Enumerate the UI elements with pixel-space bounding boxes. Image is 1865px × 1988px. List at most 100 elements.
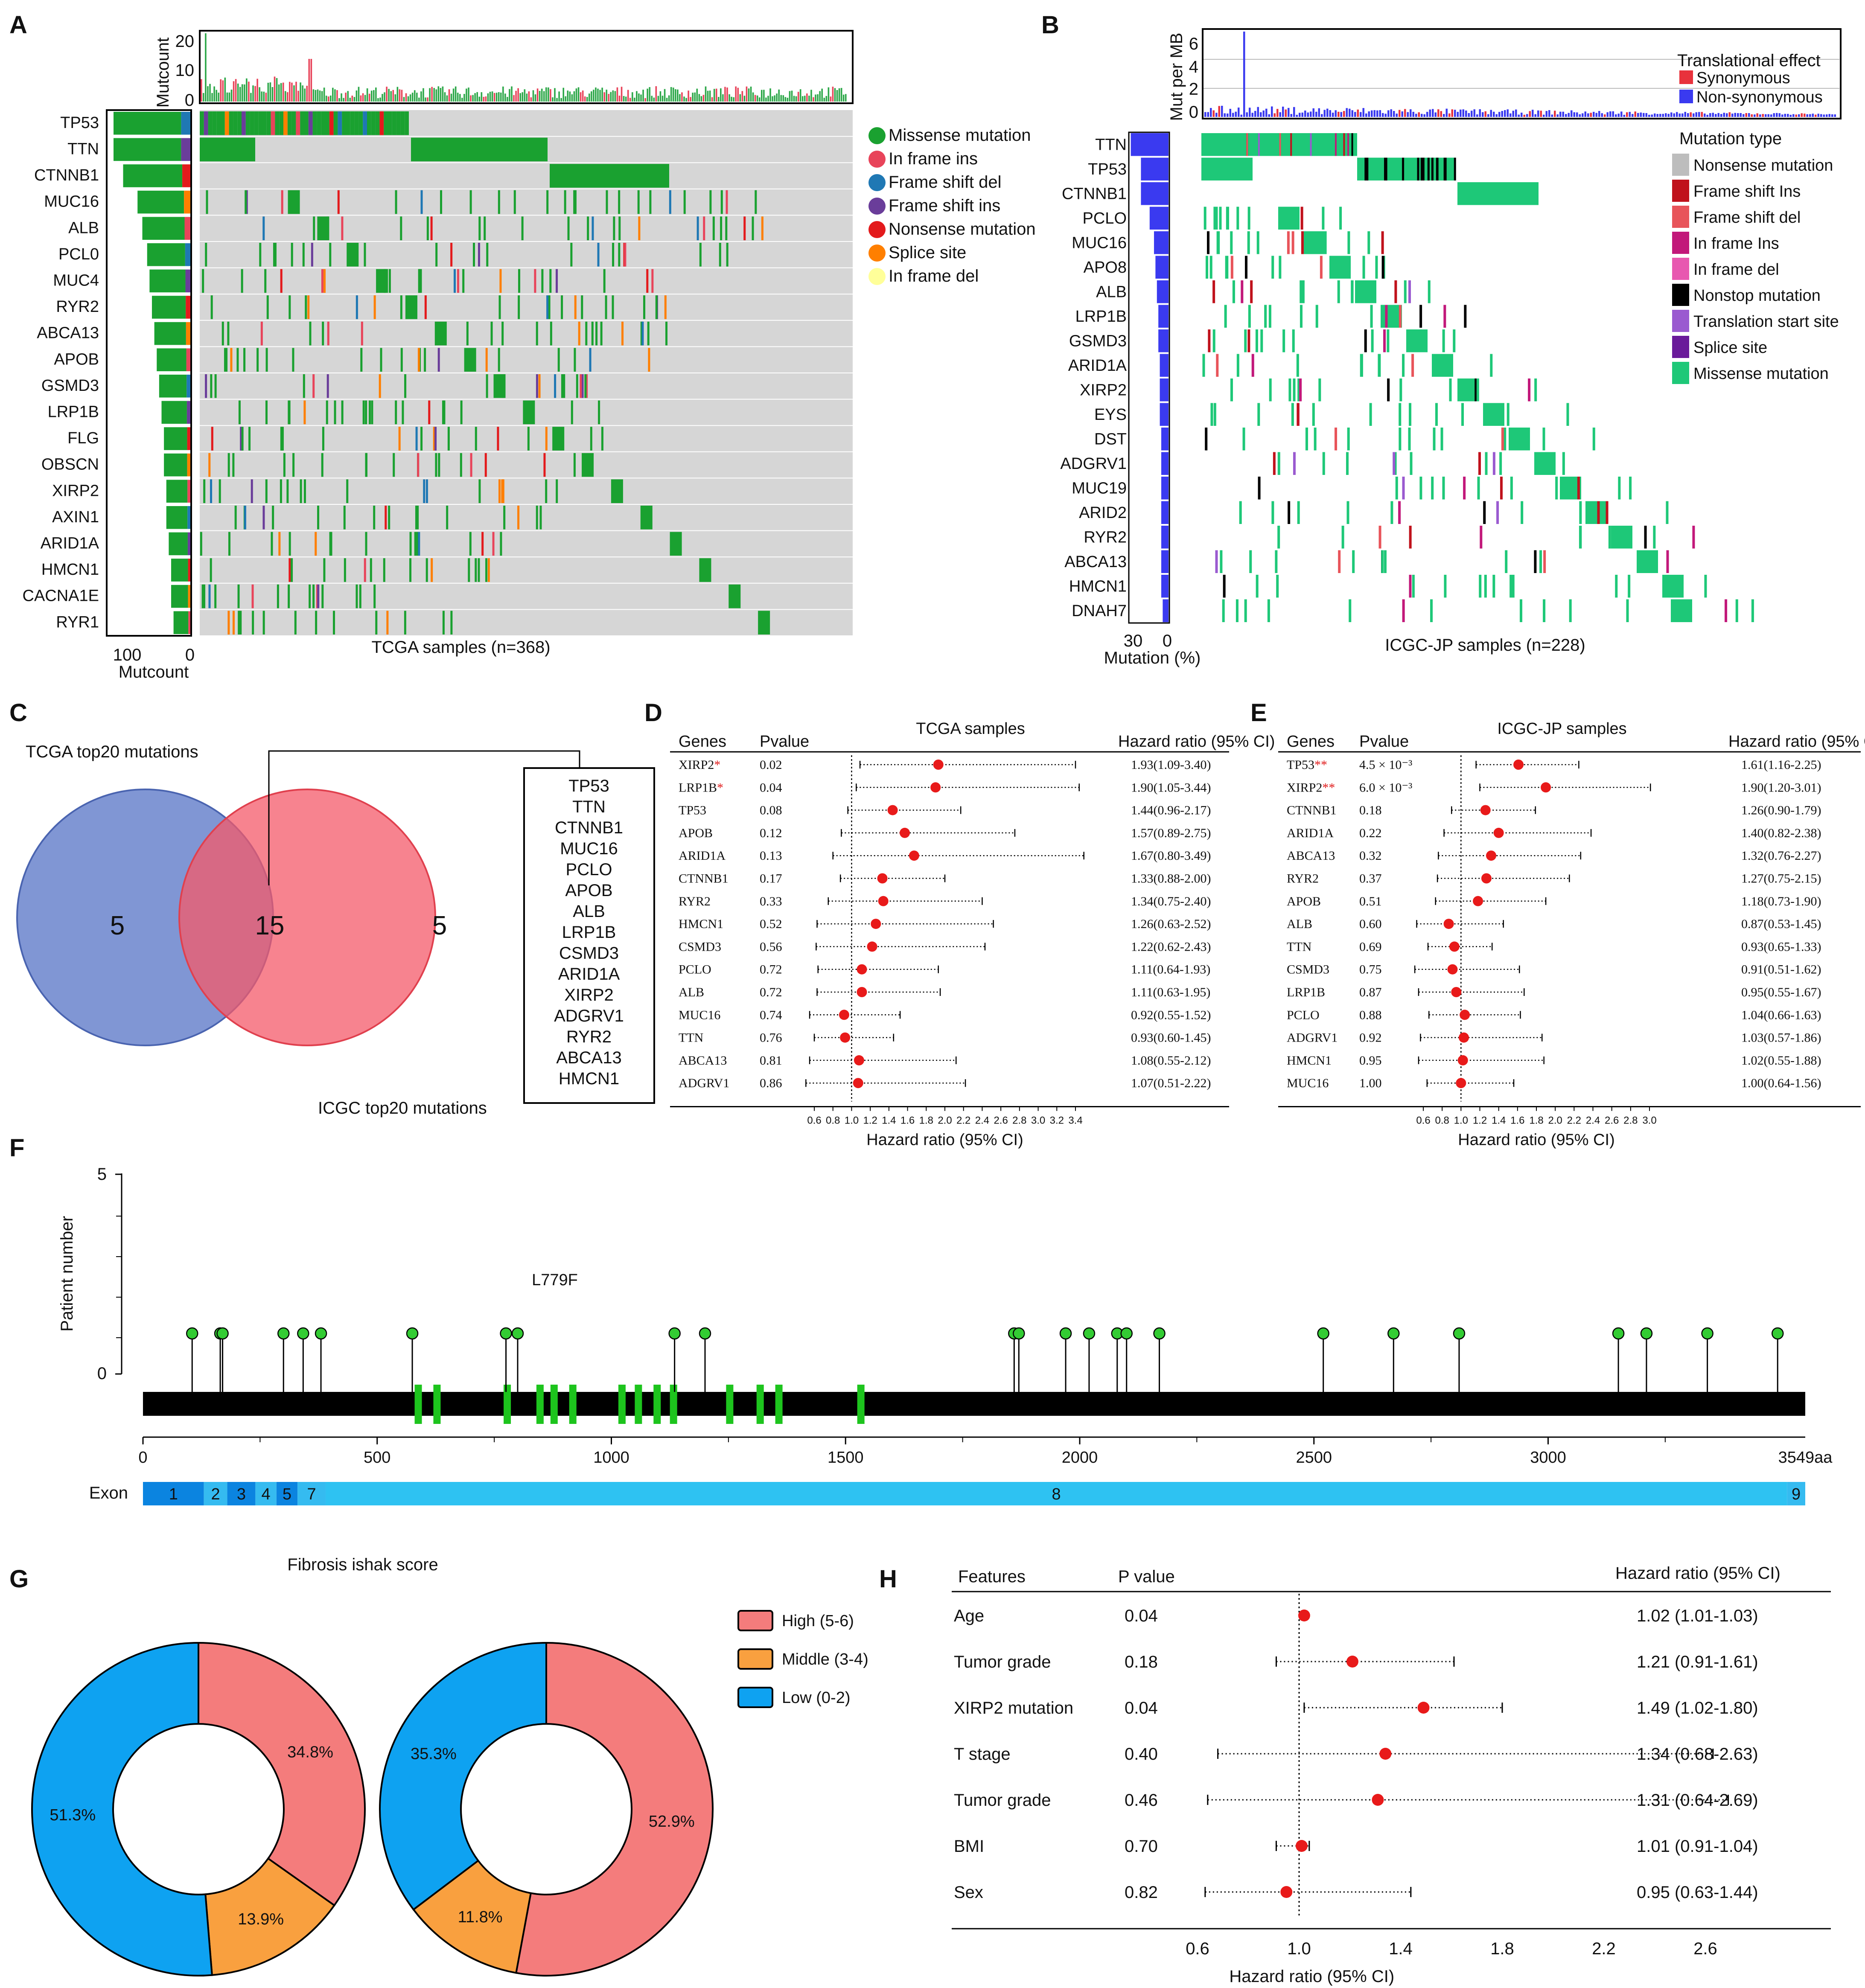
h-feature-label: Sex (954, 1883, 983, 1902)
a-top-bar (265, 93, 267, 102)
forest-gene-label: TTN (679, 1031, 703, 1045)
b-cell (1381, 231, 1384, 254)
a-cell (291, 111, 296, 135)
a-top-bar (789, 91, 791, 102)
b-caption: ICGC-JP samples (n=228) (1385, 636, 1585, 655)
a-top-bar (466, 88, 467, 102)
b-top-bar (1748, 113, 1750, 117)
a-cell (208, 453, 211, 477)
a-cell (469, 532, 472, 556)
a-top-bar (774, 95, 775, 102)
b-top-bar (1709, 113, 1711, 117)
a-top-bar (743, 96, 746, 102)
a-side-bar (185, 243, 190, 266)
a-top-bar (707, 90, 709, 102)
a-cell (221, 321, 224, 346)
a-top-bar (526, 93, 528, 102)
a-cell (275, 111, 280, 135)
b-top-bar (1232, 113, 1234, 117)
forest-tick-label: 1.8 (919, 1115, 933, 1126)
a-top-bar (632, 92, 633, 102)
a-cell (743, 216, 746, 240)
b-top-bar (1476, 114, 1478, 117)
h-feature-label: XIRP2 mutation (954, 1699, 1073, 1717)
a-top-bar (394, 94, 396, 102)
a-top-bar (657, 96, 659, 102)
shared-gene-item: ARID1A (558, 965, 620, 984)
forest-pvalue: 0.33 (760, 894, 782, 908)
b-top-bar (1362, 108, 1364, 117)
b-cell (1454, 157, 1456, 180)
a-cell (291, 243, 293, 267)
b-top-bar (1221, 105, 1223, 117)
b-top-bar (1834, 114, 1836, 117)
forest-gene-label: PCLO (679, 963, 711, 977)
b-cell (1351, 133, 1353, 156)
a-top-bar (452, 88, 455, 102)
a-top-bar (218, 93, 219, 102)
a-top-bar (405, 93, 407, 102)
forest-significance-star: ** (1322, 780, 1335, 795)
b-cell (1362, 256, 1365, 279)
a-top-bar (282, 82, 284, 102)
a-cell (271, 532, 273, 556)
b-top-bar (1778, 113, 1780, 117)
a-top-bar (575, 88, 577, 102)
b-top-bar (1262, 110, 1265, 117)
forest-pvalue: 0.87 (1359, 985, 1382, 999)
a-cell (309, 584, 311, 608)
a-cell (363, 111, 367, 135)
b-cell (1406, 329, 1428, 352)
a-top-bar (287, 92, 288, 102)
a-cell (262, 111, 267, 135)
a-cell (478, 243, 480, 267)
a-gene-label: LRP1B (48, 403, 99, 421)
a-cell (613, 216, 615, 240)
a-cell (437, 348, 440, 372)
a-cell (234, 506, 237, 530)
b-top-bar (1787, 114, 1789, 117)
b-cell (1443, 305, 1446, 328)
b-side-bar (1141, 182, 1169, 205)
a-side-bar (187, 453, 190, 477)
panel-label-b: B (1041, 11, 1059, 39)
b-cell (1213, 403, 1216, 426)
a-side-bar (166, 480, 188, 503)
b-cell (1226, 256, 1229, 279)
b-cell (1433, 428, 1436, 451)
a-top-bar (237, 83, 239, 102)
a-heatmap (200, 111, 853, 636)
b-top-bar (1593, 112, 1595, 117)
b-top-bar (1251, 113, 1253, 117)
panel-a-oncoplot: Mutcount 20 10 0 TP53TTNCTNNB1MUC16ALBPC… (23, 30, 1036, 681)
a-cell (204, 111, 208, 135)
b-cell (1616, 526, 1619, 549)
a-cell (414, 532, 417, 556)
a-cell (442, 400, 444, 425)
b-cell (1337, 280, 1340, 303)
f-lollipop-head (1120, 1327, 1133, 1340)
a-top-bar (589, 93, 590, 102)
a-cell (280, 269, 283, 293)
a-top-bar (556, 98, 558, 102)
h-tick-label: 2.2 (1592, 1939, 1616, 1958)
a-top-bar (532, 90, 534, 102)
f-domain-block (857, 1385, 865, 1424)
a-top-bar (319, 90, 321, 102)
a-top-bar (216, 90, 217, 102)
b-cell (1444, 575, 1447, 598)
b-top-bar (1598, 111, 1600, 117)
forest-point (857, 964, 867, 975)
a-cell (233, 111, 238, 135)
b-top-bar (1537, 110, 1539, 117)
b-top-bar (1795, 114, 1797, 117)
b-cell (1399, 378, 1402, 402)
b-top-bar (1556, 114, 1559, 117)
a-cell (388, 506, 390, 530)
a-top-bar (323, 87, 325, 102)
panel-label-g: G (9, 1565, 29, 1593)
a-cell (498, 479, 501, 503)
a-cell (581, 374, 584, 398)
b-cell (1387, 378, 1390, 402)
a-cell (637, 190, 640, 214)
